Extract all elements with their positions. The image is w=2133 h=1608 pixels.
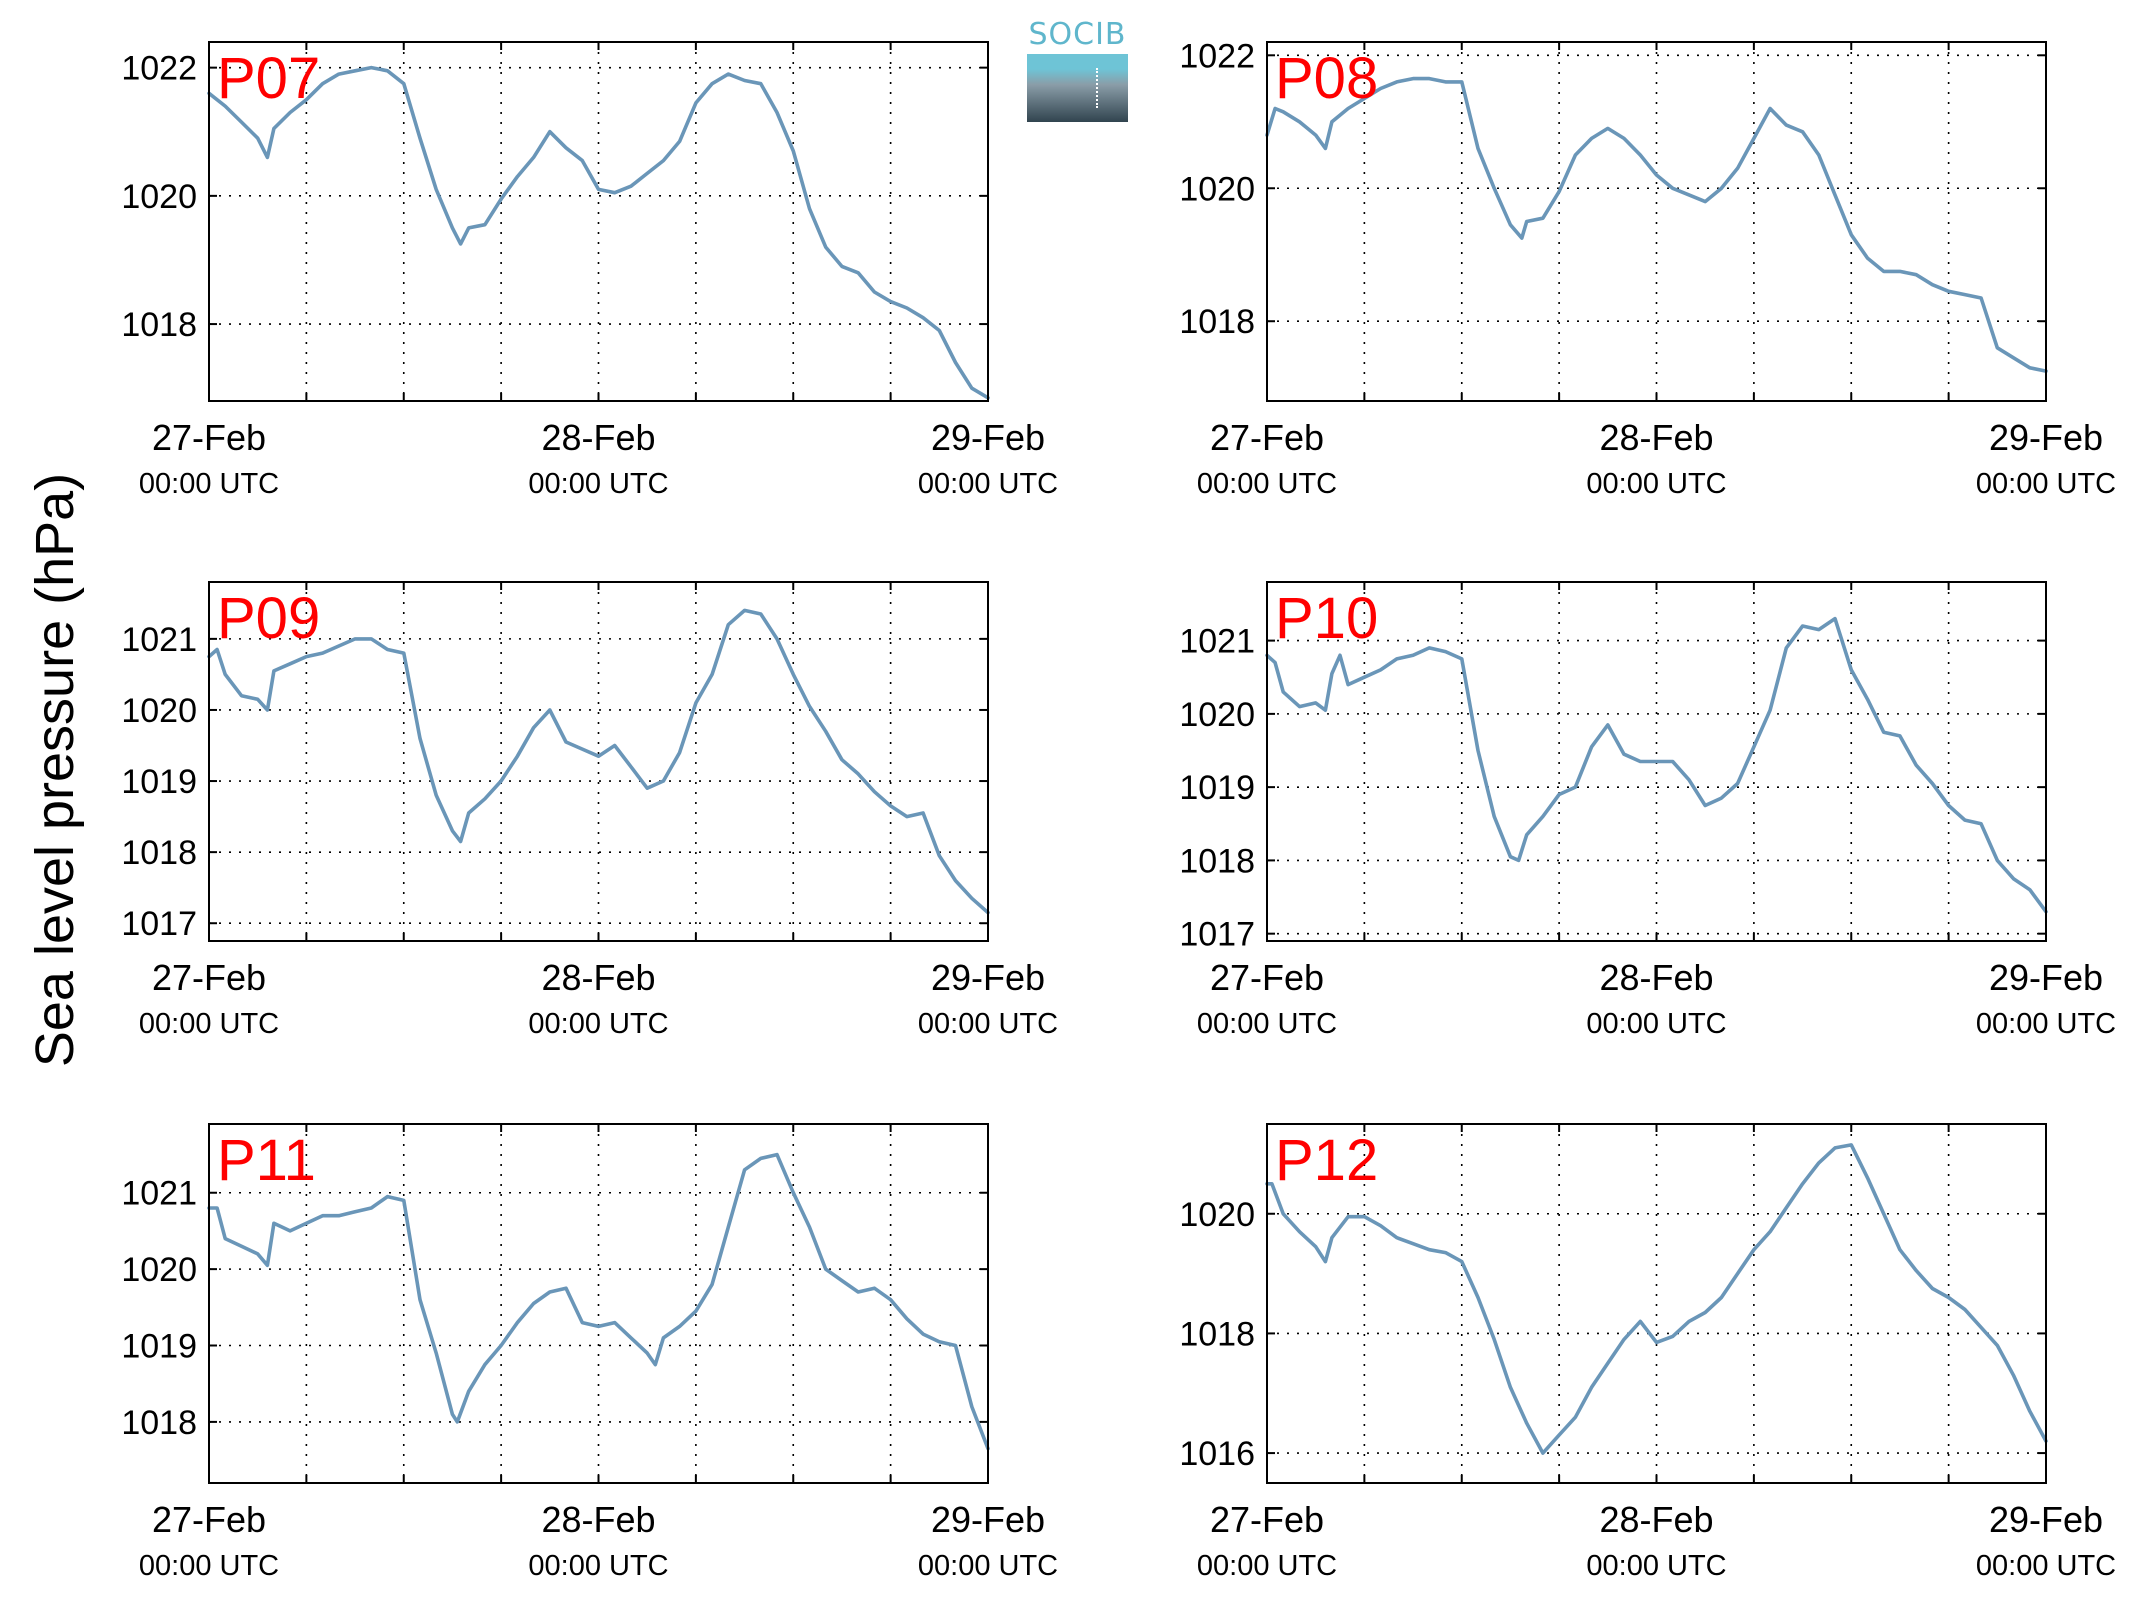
y-tick-label: 1020	[121, 178, 197, 216]
chart-panel-p12: 27-Feb 00:00 UTC 28-Feb 00:00 UTC 29-Feb 00:0…	[1179, 1123, 2116, 1582]
series-line	[1265, 1143, 2048, 1455]
x-tick-label-time: 00:00 UTC	[1197, 1550, 1337, 1582]
panel-label: P09	[217, 586, 320, 651]
chart-panel-p08: 27-Feb 00:00 UTC 28-Feb 00:00 UTC 29-Feb 00:0…	[1179, 37, 2116, 500]
y-tick-label: 1020	[1179, 696, 1255, 734]
y-tick-label: 1019	[1179, 769, 1255, 807]
x-tick-label-time: 00:00 UTC	[1976, 1008, 2116, 1040]
x-tick-label-time: 00:00 UTC	[139, 1008, 279, 1040]
x-tick-label-date: 29-Feb	[1989, 1499, 2103, 1540]
x-tick-label-time: 00:00 UTC	[1976, 1550, 2116, 1582]
y-tick-label: 1017	[121, 905, 197, 943]
y-tick-label: 1019	[121, 763, 197, 801]
x-tick-label-date: 27-Feb	[1210, 417, 1324, 458]
x-tick-label-date: 27-Feb	[1210, 957, 1324, 998]
y-tick-label: 1018	[121, 834, 197, 872]
x-tick-label-time: 00:00 UTC	[918, 1008, 1058, 1040]
x-tick-label-time: 00:00 UTC	[528, 1008, 668, 1040]
series-line	[1265, 616, 2048, 914]
x-tick-label-date: 28-Feb	[1599, 957, 1713, 998]
x-tick-label-time: 00:00 UTC	[1586, 1550, 1726, 1582]
x-tick-label-time: 00:00 UTC	[1586, 468, 1726, 500]
y-tick-label: 1021	[121, 1175, 197, 1213]
y-tick-label: 1018	[121, 1404, 197, 1442]
panel-label: P12	[1275, 1128, 1378, 1193]
y-tick-label: 1021	[121, 621, 197, 659]
chart-panel-p11: 27-Feb 00:00 UTC 28-Feb 00:00 UTC 29-Feb 00:0…	[121, 1123, 1058, 1582]
x-tick-label-date: 29-Feb	[1989, 957, 2103, 998]
plot-area	[1267, 1124, 2046, 1483]
y-tick-label: 1020	[121, 1251, 197, 1289]
y-tick-label: 1016	[1179, 1435, 1255, 1473]
panel-label: P11	[217, 1128, 316, 1193]
x-tick-label-time: 00:00 UTC	[1197, 1008, 1337, 1040]
y-tick-label: 1022	[121, 50, 197, 88]
x-tick-label-date: 28-Feb	[541, 417, 655, 458]
panel-label: P07	[217, 46, 320, 111]
chart-panel-p09: 27-Feb 00:00 UTC 28-Feb 00:00 UTC 29-Feb 00:0…	[121, 581, 1058, 1040]
x-tick-label-date: 27-Feb	[152, 1499, 266, 1540]
x-tick-label-time: 00:00 UTC	[918, 1550, 1058, 1582]
y-tick-label: 1022	[1179, 37, 1255, 75]
plot-area	[209, 1124, 988, 1483]
x-tick-label-time: 00:00 UTC	[1586, 1008, 1726, 1040]
x-tick-label-time: 00:00 UTC	[1976, 468, 2116, 500]
plot-area	[209, 582, 988, 941]
x-tick-label-date: 29-Feb	[931, 1499, 1045, 1540]
x-tick-label-date: 29-Feb	[931, 957, 1045, 998]
x-tick-label-date: 27-Feb	[1210, 1499, 1324, 1540]
y-tick-label: 1018	[1179, 303, 1255, 341]
y-tick-label: 1018	[121, 306, 197, 344]
x-tick-label-date: 28-Feb	[1599, 417, 1713, 458]
panel-label: P08	[1275, 46, 1378, 111]
y-tick-label: 1021	[1179, 623, 1255, 661]
x-tick-label-time: 00:00 UTC	[528, 1550, 668, 1582]
y-tick-label: 1020	[1179, 1196, 1255, 1234]
series-line	[207, 65, 990, 400]
chart-panel-p10: 27-Feb 00:00 UTC 28-Feb 00:00 UTC 29-Feb 00:0…	[1179, 581, 2116, 1040]
x-tick-label-time: 00:00 UTC	[139, 468, 279, 500]
chart-panel-p07: 27-Feb 00:00 UTC 28-Feb 00:00 UTC 29-Feb 00:0…	[121, 41, 1058, 500]
x-tick-label-date: 28-Feb	[541, 957, 655, 998]
logo-mark	[1027, 54, 1128, 122]
x-tick-label-date: 28-Feb	[541, 1499, 655, 1540]
socib-logo: SOCIB	[1027, 18, 1128, 122]
y-tick-label: 1017	[1179, 916, 1255, 954]
y-tick-label: 1020	[1179, 170, 1255, 208]
x-tick-label-date: 27-Feb	[152, 957, 266, 998]
x-tick-label-time: 00:00 UTC	[1197, 468, 1337, 500]
x-tick-label-time: 00:00 UTC	[139, 1550, 279, 1582]
series-line	[207, 1152, 990, 1451]
series-line	[1265, 76, 2048, 373]
logo-text: SOCIB	[1028, 17, 1127, 52]
panel-label: P10	[1275, 586, 1378, 651]
plot-area	[1267, 42, 2046, 401]
y-axis-label: Sea level pressure (hPa)	[25, 473, 85, 1067]
plot-area	[209, 42, 988, 401]
series-line	[207, 608, 990, 915]
logo-dots	[1096, 68, 1098, 108]
x-tick-label-date: 29-Feb	[931, 417, 1045, 458]
x-tick-label-date: 29-Feb	[1989, 417, 2103, 458]
y-tick-label: 1020	[121, 692, 197, 730]
x-tick-label-date: 28-Feb	[1599, 1499, 1713, 1540]
y-tick-label: 1019	[121, 1328, 197, 1366]
y-tick-label: 1018	[1179, 1315, 1255, 1353]
x-tick-label-date: 27-Feb	[152, 417, 266, 458]
y-tick-label: 1018	[1179, 842, 1255, 880]
x-tick-label-time: 00:00 UTC	[528, 468, 668, 500]
x-tick-label-time: 00:00 UTC	[918, 468, 1058, 500]
